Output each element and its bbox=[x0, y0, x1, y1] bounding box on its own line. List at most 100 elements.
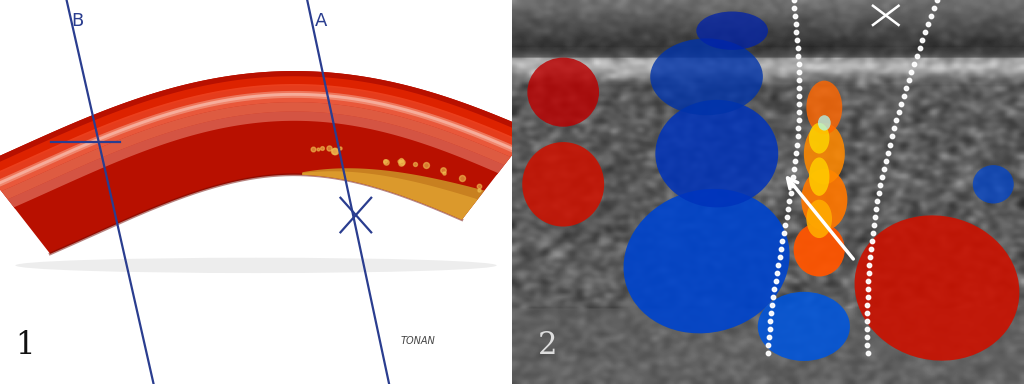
Point bbox=[786, 166, 803, 172]
Ellipse shape bbox=[522, 142, 604, 227]
Ellipse shape bbox=[794, 223, 845, 276]
Point bbox=[868, 206, 885, 212]
Point bbox=[884, 133, 900, 139]
Point bbox=[775, 230, 792, 236]
Point bbox=[786, 13, 803, 19]
Point bbox=[878, 157, 894, 164]
Point bbox=[888, 118, 904, 124]
Point bbox=[760, 342, 776, 348]
Point bbox=[859, 318, 876, 324]
Point bbox=[861, 262, 878, 268]
Point bbox=[773, 246, 790, 252]
Point bbox=[787, 21, 804, 27]
Ellipse shape bbox=[807, 81, 842, 134]
Point bbox=[791, 118, 807, 124]
Polygon shape bbox=[302, 171, 477, 220]
Point bbox=[767, 278, 783, 284]
Point bbox=[862, 254, 879, 260]
Point bbox=[782, 190, 799, 196]
Ellipse shape bbox=[804, 123, 845, 184]
Point bbox=[790, 45, 806, 51]
Point bbox=[914, 37, 931, 43]
Point bbox=[764, 302, 780, 308]
Point bbox=[906, 61, 923, 67]
Point bbox=[859, 302, 876, 308]
Polygon shape bbox=[0, 84, 522, 184]
Point bbox=[774, 238, 791, 244]
Polygon shape bbox=[0, 71, 531, 209]
Point bbox=[891, 109, 907, 116]
Point bbox=[893, 101, 909, 108]
Point bbox=[923, 13, 939, 19]
Point bbox=[860, 286, 877, 292]
Point bbox=[870, 190, 887, 196]
Polygon shape bbox=[8, 111, 504, 207]
Point bbox=[869, 198, 886, 204]
Point bbox=[791, 61, 807, 67]
Text: 1: 1 bbox=[15, 330, 35, 361]
Point bbox=[765, 294, 781, 300]
Polygon shape bbox=[0, 71, 531, 254]
Ellipse shape bbox=[801, 169, 847, 230]
Point bbox=[864, 230, 881, 236]
Point bbox=[866, 214, 883, 220]
Point bbox=[859, 326, 876, 332]
Point bbox=[859, 350, 876, 356]
Point bbox=[898, 85, 914, 91]
Ellipse shape bbox=[655, 100, 778, 207]
Point bbox=[859, 310, 876, 316]
Point bbox=[926, 5, 942, 11]
Point bbox=[903, 69, 920, 75]
Point bbox=[788, 37, 805, 43]
Ellipse shape bbox=[650, 38, 763, 115]
Point bbox=[786, 5, 803, 11]
Ellipse shape bbox=[527, 58, 599, 127]
Ellipse shape bbox=[696, 12, 768, 50]
Point bbox=[860, 278, 877, 284]
Point bbox=[791, 109, 807, 116]
Polygon shape bbox=[1, 102, 511, 199]
Point bbox=[787, 149, 804, 156]
Point bbox=[787, 157, 804, 164]
Point bbox=[781, 198, 798, 204]
Point bbox=[790, 53, 806, 59]
Point bbox=[859, 334, 876, 340]
Point bbox=[783, 182, 800, 188]
Point bbox=[761, 334, 777, 340]
Point bbox=[762, 318, 778, 324]
Point bbox=[785, 174, 802, 180]
Point bbox=[791, 69, 807, 75]
Point bbox=[872, 182, 889, 188]
Ellipse shape bbox=[624, 189, 790, 333]
Point bbox=[791, 77, 807, 83]
Point bbox=[859, 294, 876, 300]
Point bbox=[920, 21, 936, 27]
Point bbox=[860, 270, 877, 276]
Point bbox=[788, 29, 805, 35]
Polygon shape bbox=[0, 76, 528, 177]
Point bbox=[788, 141, 805, 147]
Point bbox=[780, 206, 797, 212]
Point bbox=[876, 166, 892, 172]
Point bbox=[769, 270, 785, 276]
Point bbox=[785, 0, 802, 3]
Ellipse shape bbox=[818, 115, 830, 131]
Point bbox=[771, 254, 787, 260]
Polygon shape bbox=[8, 111, 504, 207]
Point bbox=[792, 93, 808, 99]
Point bbox=[880, 149, 896, 156]
Point bbox=[760, 350, 776, 356]
Point bbox=[859, 342, 876, 348]
Point bbox=[862, 246, 879, 252]
Polygon shape bbox=[0, 93, 517, 191]
Point bbox=[791, 101, 807, 108]
Text: TONAN: TONAN bbox=[400, 336, 435, 346]
Point bbox=[790, 133, 806, 139]
Polygon shape bbox=[302, 168, 484, 220]
Point bbox=[918, 29, 934, 35]
Point bbox=[900, 77, 916, 83]
Point bbox=[777, 222, 794, 228]
Ellipse shape bbox=[15, 258, 497, 273]
Point bbox=[790, 126, 806, 132]
Text: A: A bbox=[315, 12, 328, 30]
